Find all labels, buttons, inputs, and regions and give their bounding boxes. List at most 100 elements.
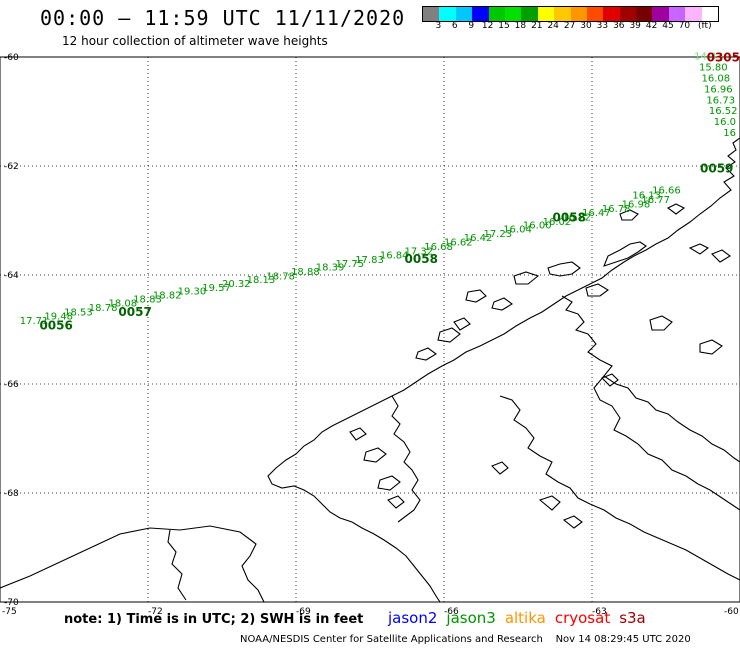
colorbar-swatch <box>668 7 686 21</box>
latitude-label: -60 <box>4 53 19 63</box>
wave-height-value: 16 <box>723 128 736 139</box>
latitude-label: -66 <box>4 380 19 390</box>
colorbar-tick-label: 18 <box>514 21 527 31</box>
colorbar-swatch <box>652 7 669 21</box>
pass-time-label: 0056 <box>39 319 72 333</box>
longitude-label: -60 <box>724 607 739 617</box>
colorbar-swatch <box>521 7 538 21</box>
colorbar-swatch <box>636 7 653 21</box>
pass-time-label: 0058 <box>553 211 586 225</box>
longitude-label: -66 <box>444 607 459 617</box>
wave-height-value: 16.73 <box>706 95 735 106</box>
wave-height-value: 16.68 <box>424 242 453 253</box>
generated-timestamp: Nov 14 08:29:45 UTC 2020 <box>555 634 691 645</box>
wave-height-value: 15.80 <box>699 63 728 74</box>
graticule-grid <box>0 57 740 602</box>
colorbar-tick-label: 30 <box>580 21 592 31</box>
wave-height-value: 18.83 <box>133 294 162 305</box>
colorbar-swatch <box>603 7 620 21</box>
satellite-legend-item: cryosat <box>554 609 611 627</box>
wave-height-value: 16.08 <box>701 74 730 85</box>
wave-height-value: 19.57 <box>202 283 231 294</box>
colorbar-tick-label: 33 <box>596 21 609 31</box>
colorbar-swatch <box>423 7 440 21</box>
wave-height-value: 18.82 <box>153 290 182 301</box>
longitude-label: -75 <box>2 607 17 617</box>
colorbar-tick-label: 6 <box>451 21 458 31</box>
colorbar-swatch <box>504 7 522 21</box>
wave-height-value: 18.39 <box>316 263 345 274</box>
axis-labels: -75 -72 -69 -66 -63 -60 -60 -62 -64 -66 -68 -70 <box>2 53 739 617</box>
colorbar-swatch <box>554 7 571 21</box>
wave-height-value: 14.33 <box>694 52 723 63</box>
map-frame <box>0 56 740 603</box>
wave-height-value: 16.66 <box>652 185 681 196</box>
wave-height-value: 16.77 <box>641 195 670 206</box>
colorbar-swatch <box>472 7 489 21</box>
latitude-label: -64 <box>4 271 19 281</box>
satellite-legend-item: jason3 <box>446 609 496 627</box>
colorbar-swatch <box>537 7 555 21</box>
wave-height-value: 16.0 <box>714 117 736 128</box>
colorbar-swatch <box>488 7 505 21</box>
coastline <box>0 137 740 603</box>
pass-time-label: 0305 <box>707 50 740 64</box>
colorbar-tick-label: (ft) <box>698 21 712 31</box>
colorbar-swatch <box>685 7 702 21</box>
colorbar-tick-labels: 3 6 9 12 15 18 21 24 27 30 33 36 39 42 45 70 (ft) <box>422 21 740 33</box>
colorbar-swatch <box>586 7 604 21</box>
satellite-legend: jason2 jason3 altika cryosat s3a <box>388 609 655 627</box>
colorbar-swatch <box>439 7 456 21</box>
wave-height-value: 16.42 <box>464 233 493 244</box>
wave-height-value: 16.04 <box>503 224 532 235</box>
colorbar-tick-label: 21 <box>531 21 543 31</box>
wave-height-value: 16.52 <box>709 106 738 117</box>
map-subtitle: 12 hour collection of altimeter wave hei… <box>62 34 328 48</box>
wave-height-value: 18.08 <box>109 299 138 310</box>
wave-height-value: 18.88 <box>291 267 320 278</box>
colorbar-tick-label: 9 <box>468 21 475 31</box>
wave-height-value: 16.98 <box>622 199 651 210</box>
credit-line: NOAA/NESDIS Center for Satellite Applica… <box>240 634 691 645</box>
wave-height-value: 19.30 <box>178 287 207 298</box>
latitude-label: -68 <box>4 489 19 499</box>
wave-height-colorbar <box>422 6 720 22</box>
wave-height-value: 16.47 <box>582 208 611 219</box>
note-text: note: 1) Time is in UTC; 2) SWH is in fe… <box>64 612 364 627</box>
longitude-label: -72 <box>148 607 163 617</box>
colorbar-tick-label: 39 <box>629 21 641 31</box>
pass-time-label: 0059 <box>700 162 733 176</box>
wave-height-value: 16.13 <box>632 191 661 202</box>
wave-height-value: 16.02 <box>543 217 572 228</box>
longitude-label: -63 <box>592 607 607 617</box>
wave-height-value: 18.13 <box>247 275 276 286</box>
wave-height-value: 18.78 <box>266 271 295 282</box>
jason3-track: 17.7119.4818.5318.7818.0818.8318.8219.30… <box>20 50 740 332</box>
wave-height-value: 16.62 <box>444 238 473 249</box>
wave-height-value: 16.84 <box>380 251 409 262</box>
wave-height-value: 16.78 <box>602 204 631 215</box>
satellite-legend-item: altika <box>504 609 546 627</box>
colorbar-tick-label: 27 <box>563 21 576 31</box>
wave-height-value: 16.00 <box>523 221 552 232</box>
wave-height-value: 20.32 <box>222 279 251 290</box>
latitude-label: -70 <box>4 598 19 608</box>
colorbar-tick-label: 70 <box>678 21 691 31</box>
colorbar-tick-label: 12 <box>481 21 494 31</box>
colorbar-tick-label: 15 <box>498 21 510 31</box>
longitude-label: -69 <box>296 607 311 617</box>
colorbar-swatch <box>570 7 587 21</box>
pass-time-label: 0057 <box>118 305 151 319</box>
wave-height-value: 17.71 <box>20 316 49 327</box>
satellite-legend-item: s3a <box>619 609 646 627</box>
credit-text: NOAA/NESDIS Center for Satellite Applica… <box>240 634 543 645</box>
wave-height-value: 18.53 <box>64 307 93 318</box>
colorbar-swatch <box>455 7 473 21</box>
map-title: 00:00 – 11:59 UTC 11/11/2020 <box>40 6 406 30</box>
colorbar-tick-label: 24 <box>547 21 559 31</box>
latitude-label: -62 <box>4 162 19 172</box>
colorbar-tick-label: 42 <box>645 21 658 31</box>
wave-height-value: 16.22 <box>562 213 591 224</box>
wave-height-value: 17.23 <box>483 229 512 240</box>
